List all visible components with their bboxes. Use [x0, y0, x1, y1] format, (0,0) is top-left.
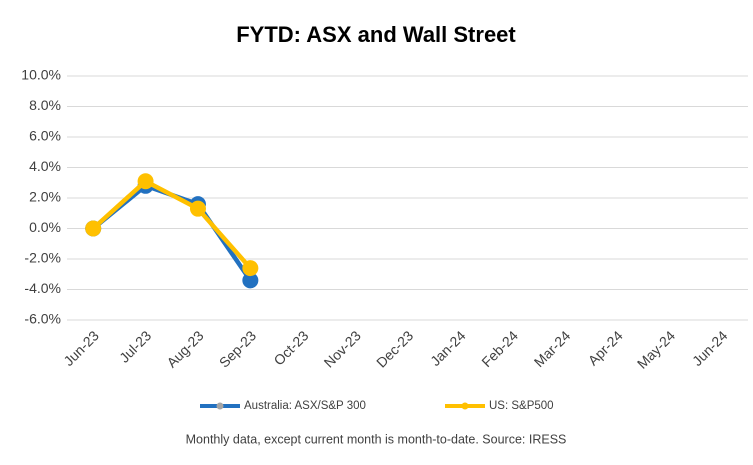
series-line: [91, 178, 253, 270]
marker: [242, 260, 259, 277]
y-tick-label: -2.0%: [24, 250, 61, 266]
legend-marker: [461, 402, 469, 410]
y-tick-label: -4.0%: [24, 280, 61, 296]
legend-marker: [216, 402, 224, 410]
y-tick-label: 8.0%: [29, 97, 61, 113]
y-tick-label: 0.0%: [29, 219, 61, 235]
note: Monthly data, except current month is mo…: [186, 432, 567, 446]
marker: [85, 220, 102, 237]
legend-label: Australia: ASX/S&P 300: [244, 400, 366, 412]
y-tick-label: -6.0%: [24, 311, 61, 327]
y-tick-label: 6.0%: [29, 128, 61, 144]
marker: [189, 200, 206, 217]
y-tick-label: 4.0%: [29, 158, 61, 174]
marker: [137, 173, 154, 190]
marker: [242, 272, 259, 289]
y-tick-label: 2.0%: [29, 189, 61, 205]
legend-label: US: S&P500: [489, 400, 554, 412]
chart-title: FYTD: ASX and Wall Street: [236, 22, 516, 47]
y-tick-label: 10.0%: [21, 67, 61, 83]
